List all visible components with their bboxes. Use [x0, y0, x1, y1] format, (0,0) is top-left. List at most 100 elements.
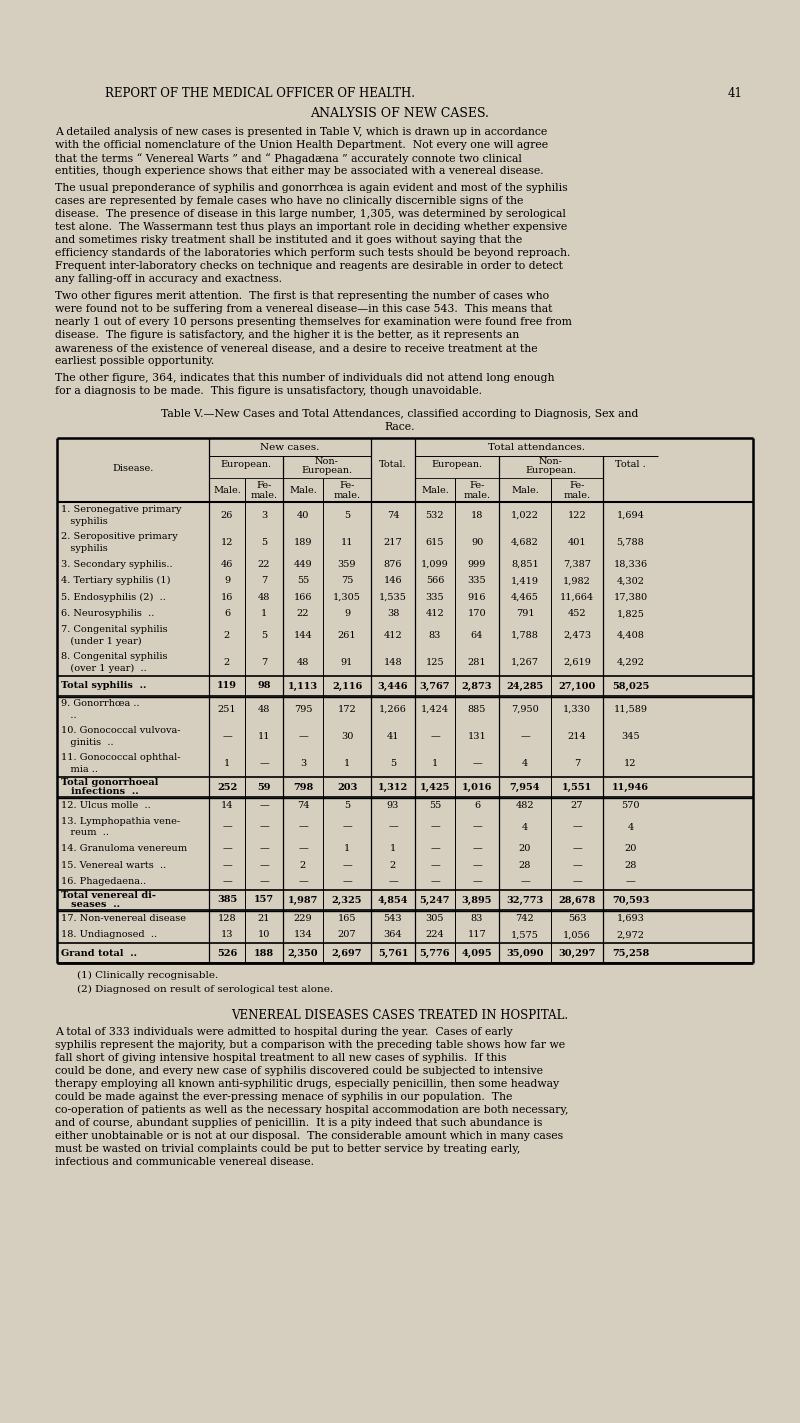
- Text: male.: male.: [463, 491, 490, 499]
- Text: 5: 5: [261, 538, 267, 546]
- Text: 12. Ulcus molle  ..: 12. Ulcus molle ..: [61, 801, 150, 810]
- Text: A detailed analysis of new cases is presented in Table V, which is drawn up in a: A detailed analysis of new cases is pres…: [55, 127, 547, 137]
- Text: mia ..: mia ..: [61, 766, 98, 774]
- Text: 2: 2: [224, 657, 230, 667]
- Text: Fe-: Fe-: [570, 481, 585, 490]
- Text: 48: 48: [258, 704, 270, 714]
- Text: 4,854: 4,854: [378, 895, 408, 905]
- Text: —: —: [222, 844, 232, 854]
- Text: Grand total  ..: Grand total ..: [61, 949, 137, 958]
- Text: 570: 570: [622, 801, 640, 810]
- Text: 27,100: 27,100: [558, 682, 596, 690]
- Text: 3,895: 3,895: [462, 895, 492, 905]
- Text: —: —: [342, 822, 352, 831]
- Text: male.: male.: [250, 491, 278, 499]
- Text: —: —: [259, 844, 269, 854]
- Text: —: —: [388, 877, 398, 887]
- Text: male.: male.: [563, 491, 590, 499]
- Text: 74: 74: [386, 511, 399, 519]
- Text: 1,266: 1,266: [379, 704, 407, 714]
- Text: —: —: [430, 731, 440, 741]
- Text: 3,767: 3,767: [420, 682, 450, 690]
- Text: Total .: Total .: [615, 460, 646, 470]
- Text: 1. Seronegative primary: 1. Seronegative primary: [61, 505, 182, 514]
- Text: 125: 125: [426, 657, 444, 667]
- Text: —: —: [626, 877, 635, 887]
- Text: 12: 12: [221, 538, 234, 546]
- Text: 3: 3: [261, 511, 267, 519]
- Text: 5,788: 5,788: [617, 538, 644, 546]
- Text: 10: 10: [258, 931, 270, 939]
- Text: 11. Gonococcal ophthal-: 11. Gonococcal ophthal-: [61, 753, 181, 763]
- Text: —: —: [430, 822, 440, 831]
- Text: 22: 22: [258, 559, 270, 569]
- Text: 4. Tertiary syphilis (1): 4. Tertiary syphilis (1): [61, 576, 170, 585]
- Text: Two other figures merit attention.  The first is that representing the number of: Two other figures merit attention. The f…: [55, 290, 549, 302]
- Text: 2,473: 2,473: [563, 630, 591, 640]
- Text: 11: 11: [341, 538, 354, 546]
- Text: —: —: [259, 822, 269, 831]
- Text: (1) Clinically recognisable.: (1) Clinically recognisable.: [77, 970, 218, 980]
- Text: 1,113: 1,113: [288, 682, 318, 690]
- Text: 13. Lymphopathia vene-: 13. Lymphopathia vene-: [61, 817, 180, 825]
- Text: 5: 5: [261, 630, 267, 640]
- Text: 251: 251: [218, 704, 236, 714]
- Text: 1,305: 1,305: [333, 593, 361, 602]
- Text: 117: 117: [468, 931, 486, 939]
- Text: either unobtainable or is not at our disposal.  The considerable amount which in: either unobtainable or is not at our dis…: [55, 1131, 563, 1141]
- Text: 5: 5: [344, 801, 350, 810]
- Text: disease.  The figure is satisfactory, and the higher it is the better, as it rep: disease. The figure is satisfactory, and…: [55, 330, 519, 340]
- Text: 1: 1: [224, 758, 230, 768]
- Text: 74: 74: [297, 801, 310, 810]
- Text: 41: 41: [728, 87, 743, 100]
- Text: —: —: [430, 861, 440, 869]
- Text: —: —: [222, 731, 232, 741]
- Text: 1: 1: [344, 844, 350, 854]
- Text: 3: 3: [300, 758, 306, 768]
- Text: 59: 59: [258, 783, 270, 791]
- Text: 9: 9: [344, 609, 350, 618]
- Text: 7: 7: [574, 758, 580, 768]
- Text: 98: 98: [258, 682, 270, 690]
- Text: Fe-: Fe-: [470, 481, 485, 490]
- Text: male.: male.: [334, 491, 361, 499]
- Text: efficiency standards of the laboratories which perform such tests should be beyo: efficiency standards of the laboratories…: [55, 248, 570, 258]
- Text: 20: 20: [624, 844, 637, 854]
- Text: 4,465: 4,465: [511, 593, 539, 602]
- Text: 18. Undiagnosed  ..: 18. Undiagnosed ..: [61, 931, 157, 939]
- Text: 48: 48: [297, 657, 309, 667]
- Text: —: —: [472, 861, 482, 869]
- Text: 207: 207: [338, 931, 356, 939]
- Text: (under 1 year): (under 1 year): [61, 638, 142, 646]
- Text: —: —: [520, 731, 530, 741]
- Text: 58,025: 58,025: [612, 682, 649, 690]
- Text: 28: 28: [624, 861, 637, 869]
- Text: 1,312: 1,312: [378, 783, 408, 791]
- Text: 30: 30: [341, 731, 353, 741]
- Text: Disease.: Disease.: [112, 464, 154, 472]
- Text: 1: 1: [432, 758, 438, 768]
- Text: 6: 6: [224, 609, 230, 618]
- Text: —: —: [472, 822, 482, 831]
- Text: European.: European.: [431, 460, 482, 470]
- Text: 83: 83: [429, 630, 441, 640]
- Text: —: —: [259, 801, 269, 810]
- Text: —: —: [430, 844, 440, 854]
- Text: Male.: Male.: [511, 487, 539, 495]
- Text: 214: 214: [568, 731, 586, 741]
- Text: 35,090: 35,090: [506, 949, 544, 958]
- Text: 364: 364: [384, 931, 402, 939]
- Text: 21: 21: [258, 914, 270, 922]
- Text: —: —: [298, 731, 308, 741]
- Text: 27: 27: [570, 801, 583, 810]
- Text: 4,408: 4,408: [617, 630, 645, 640]
- Text: 401: 401: [568, 538, 586, 546]
- Text: 281: 281: [468, 657, 486, 667]
- Text: VENEREAL DISEASES CASES TREATED IN HOSPITAL.: VENEREAL DISEASES CASES TREATED IN HOSPI…: [231, 1009, 569, 1022]
- Text: A total of 333 individuals were admitted to hospital during the year.  Cases of : A total of 333 individuals were admitted…: [55, 1027, 513, 1037]
- Text: 12: 12: [624, 758, 637, 768]
- Text: 5: 5: [344, 511, 350, 519]
- Text: cases are represented by female cases who have no clinically discernible signs o: cases are represented by female cases wh…: [55, 196, 523, 206]
- Text: 7,950: 7,950: [511, 704, 539, 714]
- Text: —: —: [520, 877, 530, 887]
